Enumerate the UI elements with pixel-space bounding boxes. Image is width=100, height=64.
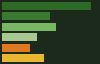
Bar <box>2 33 37 41</box>
Bar <box>2 2 91 10</box>
Bar <box>2 54 44 62</box>
Bar <box>2 23 56 31</box>
Bar <box>2 12 50 20</box>
Bar <box>2 44 30 52</box>
